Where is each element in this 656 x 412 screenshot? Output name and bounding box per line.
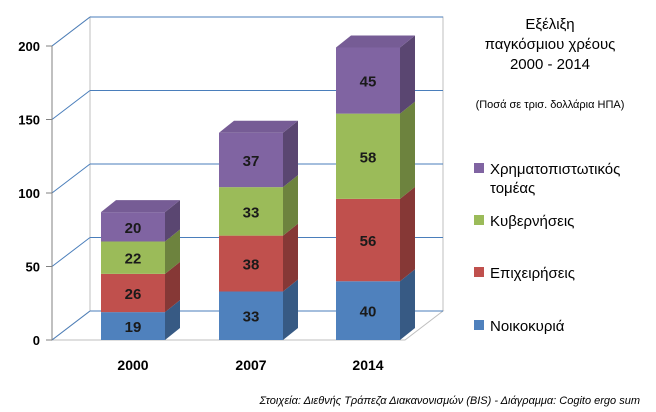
data-label: 33	[243, 204, 260, 221]
bar-segment-Νοικοκυριά: 33	[219, 279, 298, 340]
gridline-side	[51, 163, 91, 194]
legend-item-Νοικοκυριά: Νοικοκυριά	[474, 318, 565, 335]
bar-front	[101, 212, 165, 242]
bar-segment-Νοικοκυριά: 19	[101, 300, 180, 340]
bar-side	[165, 261, 180, 313]
data-label: 26	[125, 286, 142, 303]
data-label: 19	[125, 319, 142, 336]
bar-side	[165, 300, 180, 340]
legend-swatch	[474, 215, 484, 225]
gridline-side	[51, 90, 91, 120]
y-tick-label: 0	[33, 333, 40, 348]
title-line: παγκόσμιου χρέους	[485, 36, 616, 53]
legend-swatch	[474, 267, 484, 277]
bar-front	[101, 273, 165, 313]
bar-segment-Χρηματοπιστωτικός τομέας: 37	[219, 120, 298, 188]
legend-label: Χρηματοπιστωτικός	[490, 161, 620, 178]
y-tick-label: 200	[18, 39, 40, 54]
y-axis-ticks: 0 50 100 150 200	[18, 39, 40, 348]
bar-segment-Επιχειρήσεις: 38	[219, 223, 298, 292]
gridline-side	[51, 310, 91, 341]
legend-label: τομέας	[490, 180, 535, 197]
bar-side	[400, 101, 415, 199]
gridline-side	[51, 16, 91, 47]
bar-segment-Επιχειρήσεις: 56	[336, 186, 415, 282]
data-label: 56	[360, 233, 377, 250]
y-tick-label: 50	[26, 260, 40, 275]
title-line: 2000 - 2014	[510, 56, 590, 73]
category-label: 2014	[352, 357, 383, 373]
y-tick-label: 150	[18, 113, 40, 128]
gridline-side	[51, 237, 91, 267]
bar-front	[219, 187, 283, 236]
legend-label: Επιχειρήσεις	[490, 265, 575, 282]
bar-front	[219, 132, 283, 188]
bar-front	[219, 291, 283, 340]
bars: 19 26 22 20 33 38 33 37 40 56 58 45	[101, 35, 415, 340]
legend-label: Νοικοκυριά	[490, 318, 565, 335]
bar-segment-Νοικοκυριά: 40	[336, 269, 415, 340]
bar-side	[283, 223, 298, 292]
title-line: Εξέλιξη	[525, 16, 574, 33]
bar-front	[336, 198, 400, 282]
bar-side	[283, 175, 298, 236]
category-label: 2007	[235, 357, 266, 373]
category-label: 2000	[117, 357, 148, 373]
bar-top	[219, 120, 298, 133]
data-label: 45	[360, 74, 377, 91]
bar-segment-Κυβερνήσεις: 58	[336, 101, 415, 199]
bar-side	[165, 200, 180, 242]
data-label: 20	[125, 220, 142, 237]
bar-side	[283, 279, 298, 340]
data-label: 37	[243, 153, 260, 170]
bar-front	[219, 235, 283, 292]
bar-segment-Χρηματοπιστωτικός τομέας: 45	[336, 35, 415, 114]
bar-front	[101, 241, 165, 274]
legend-item-Επιχειρήσεις: Επιχειρήσεις	[474, 265, 575, 282]
data-label: 40	[360, 304, 377, 321]
bar-front	[336, 113, 400, 199]
bar-segment-Κυβερνήσεις: 33	[219, 175, 298, 236]
bar-top	[336, 35, 415, 48]
bar-front	[336, 281, 400, 340]
x-axis-categories: 2000 2007 2014	[117, 357, 383, 373]
chart-subtitle: (Ποσά σε τρισ. δολλάρια ΗΠΑ)	[476, 99, 625, 111]
legend-item-Κυβερνήσεις: Κυβερνήσεις	[474, 213, 574, 230]
bar-side	[400, 269, 415, 340]
bar-segment-Χρηματοπιστωτικός τομέας: 20	[101, 200, 180, 242]
legend-swatch	[474, 163, 484, 173]
chart-title: Εξέλιξη παγκόσμιου χρέους 2000 - 2014	[485, 16, 616, 73]
bar-top	[101, 200, 180, 213]
legend-label: Κυβερνήσεις	[490, 213, 574, 230]
bar-front	[101, 312, 165, 340]
legend-item-Χρηματοπιστωτικός τομέας: Χρηματοπιστωτικός τομέας	[474, 161, 620, 197]
legend-swatch	[474, 320, 484, 330]
data-label: 33	[243, 309, 260, 326]
bar-side	[400, 35, 415, 114]
y-tick-label: 100	[18, 186, 40, 201]
source-note: Στοιχεία: Διεθνής Τράπεζα Διακανονισμών …	[259, 395, 640, 407]
bar-segment-Κυβερνήσεις: 22	[101, 229, 180, 274]
bar-side	[165, 229, 180, 274]
data-label: 22	[125, 251, 142, 268]
bar-segment-Επιχειρήσεις: 26	[101, 261, 180, 313]
bar-side	[283, 120, 298, 188]
data-label: 58	[360, 149, 377, 166]
bar-side	[400, 186, 415, 282]
data-label: 38	[243, 257, 260, 274]
legend: Χρηματοπιστωτικός τομέας Κυβερνήσεις Επιχει…	[474, 161, 620, 335]
bar-front	[336, 47, 400, 114]
